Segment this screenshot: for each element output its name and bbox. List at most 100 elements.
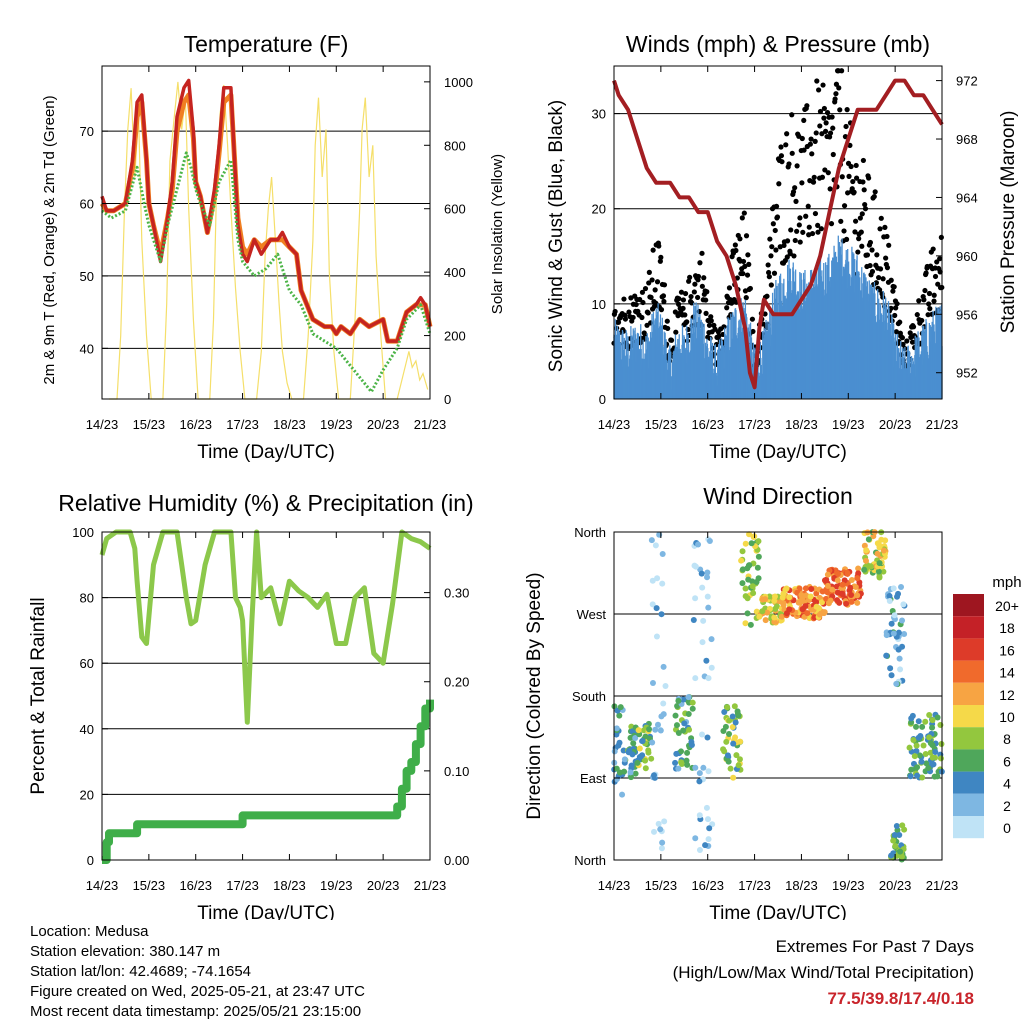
direction-y-tick-label: West [577,607,607,622]
gust-point [742,263,748,269]
direction-point [649,601,656,608]
humidity-y-tick-label: 100 [72,525,94,540]
temperature-x-tick-label: 18/23 [273,417,306,432]
direction-point [690,616,697,623]
gust-point [612,308,618,315]
direction-point [659,550,666,557]
colorbar-swatch [953,638,984,661]
direction-point [929,754,936,761]
gust-point [875,274,882,281]
direction-point [821,609,828,616]
direction-point [748,540,755,547]
direction-point [829,586,836,593]
humidity-x-tick-label: 20/23 [367,878,400,893]
colorbar: 20+ 18 16 14 12 10 8 6 4 2 0 [953,594,1019,839]
gust-point [633,301,639,308]
gust-point [880,276,886,282]
gust-point [856,236,862,242]
gust-point [867,262,873,269]
direction-point [613,725,620,732]
colorbar-label: 16 [999,642,1015,658]
temperature-y-tick-label: 40 [80,341,94,356]
gust-point [808,136,814,142]
direction-point [742,620,749,627]
station-latlon: Station lat/lon: 42.4689; -74.1654 [30,963,252,980]
direction-point [700,764,707,771]
total-precipitation-line [102,699,434,864]
direction-point [848,577,855,584]
gust-point [658,307,665,313]
gust-point [845,190,851,196]
direction-point [766,593,773,600]
wind-x-tick-label: 20/23 [879,417,912,432]
gust-point [812,138,818,144]
direction-x-ticks: 14/23 15/23 16/23 17/23 18/23 19/23 20/23 21/23 [598,532,958,893]
humidity-y2-tick-label: 0.00 [444,853,469,868]
direction-point [839,591,846,598]
colorbar-label: 14 [999,665,1015,681]
direction-point [655,820,662,827]
direction-point [883,652,890,659]
gust-point [893,329,899,335]
colorbar-swatch [953,816,984,839]
direction-point [704,569,711,576]
gust-point [640,299,646,306]
temperature-y2-tick-label: 400 [444,265,466,280]
direction-point [844,569,851,576]
colorbar-swatch [953,727,984,750]
direction-point [895,629,902,636]
gust-point [864,252,871,258]
gust-point [724,305,730,311]
gust-point [925,312,931,318]
gust-point [675,301,682,307]
gust-point [817,108,824,115]
direction-point [672,712,679,719]
direction-point [780,590,787,597]
direction-point [730,740,737,747]
direction-point [816,611,823,618]
direction-point [732,719,739,726]
gust-point [886,242,892,248]
direction-point [771,618,778,625]
colorbar-swatch [953,749,984,772]
direction-point [649,680,656,687]
direction-point [616,739,623,746]
direction-point [913,742,920,749]
direction-point [749,583,756,590]
gust-point [841,228,847,234]
direction-point [729,713,736,720]
gust-point [792,185,798,191]
direction-point [891,612,898,619]
direction-point [900,601,907,608]
direction-point [919,774,926,781]
gust-point [807,141,813,147]
gust-point [699,283,705,289]
direction-point [648,755,655,762]
gust-point [897,319,903,325]
gust-point [853,162,859,169]
direction-point [642,765,649,772]
gust-point [764,293,770,299]
direction-point [799,606,806,613]
direction-point [937,721,944,728]
direction-point [646,726,653,733]
humidity-x-tick-label: 21/23 [414,878,447,893]
gust-point [814,78,820,84]
direction-point [678,759,685,766]
direction-point [863,557,870,564]
pressure-layer [612,78,944,390]
direction-point [640,727,647,734]
colorbar-title: mph [992,574,1021,591]
direction-point [681,720,688,727]
temperature-x-ticks: 14/23 15/23 16/23 17/23 18/23 19/23 20/23 21/23 [86,66,446,432]
gust-point [922,287,928,294]
gust-point [791,253,797,259]
gust-point [646,280,652,286]
direction-point [824,582,831,589]
direction-point [899,822,906,829]
direction-point [847,584,854,591]
colorbar-label: 6 [1003,753,1011,769]
gust-point [854,175,860,181]
gust-point [894,301,900,307]
gust-point [803,213,809,219]
